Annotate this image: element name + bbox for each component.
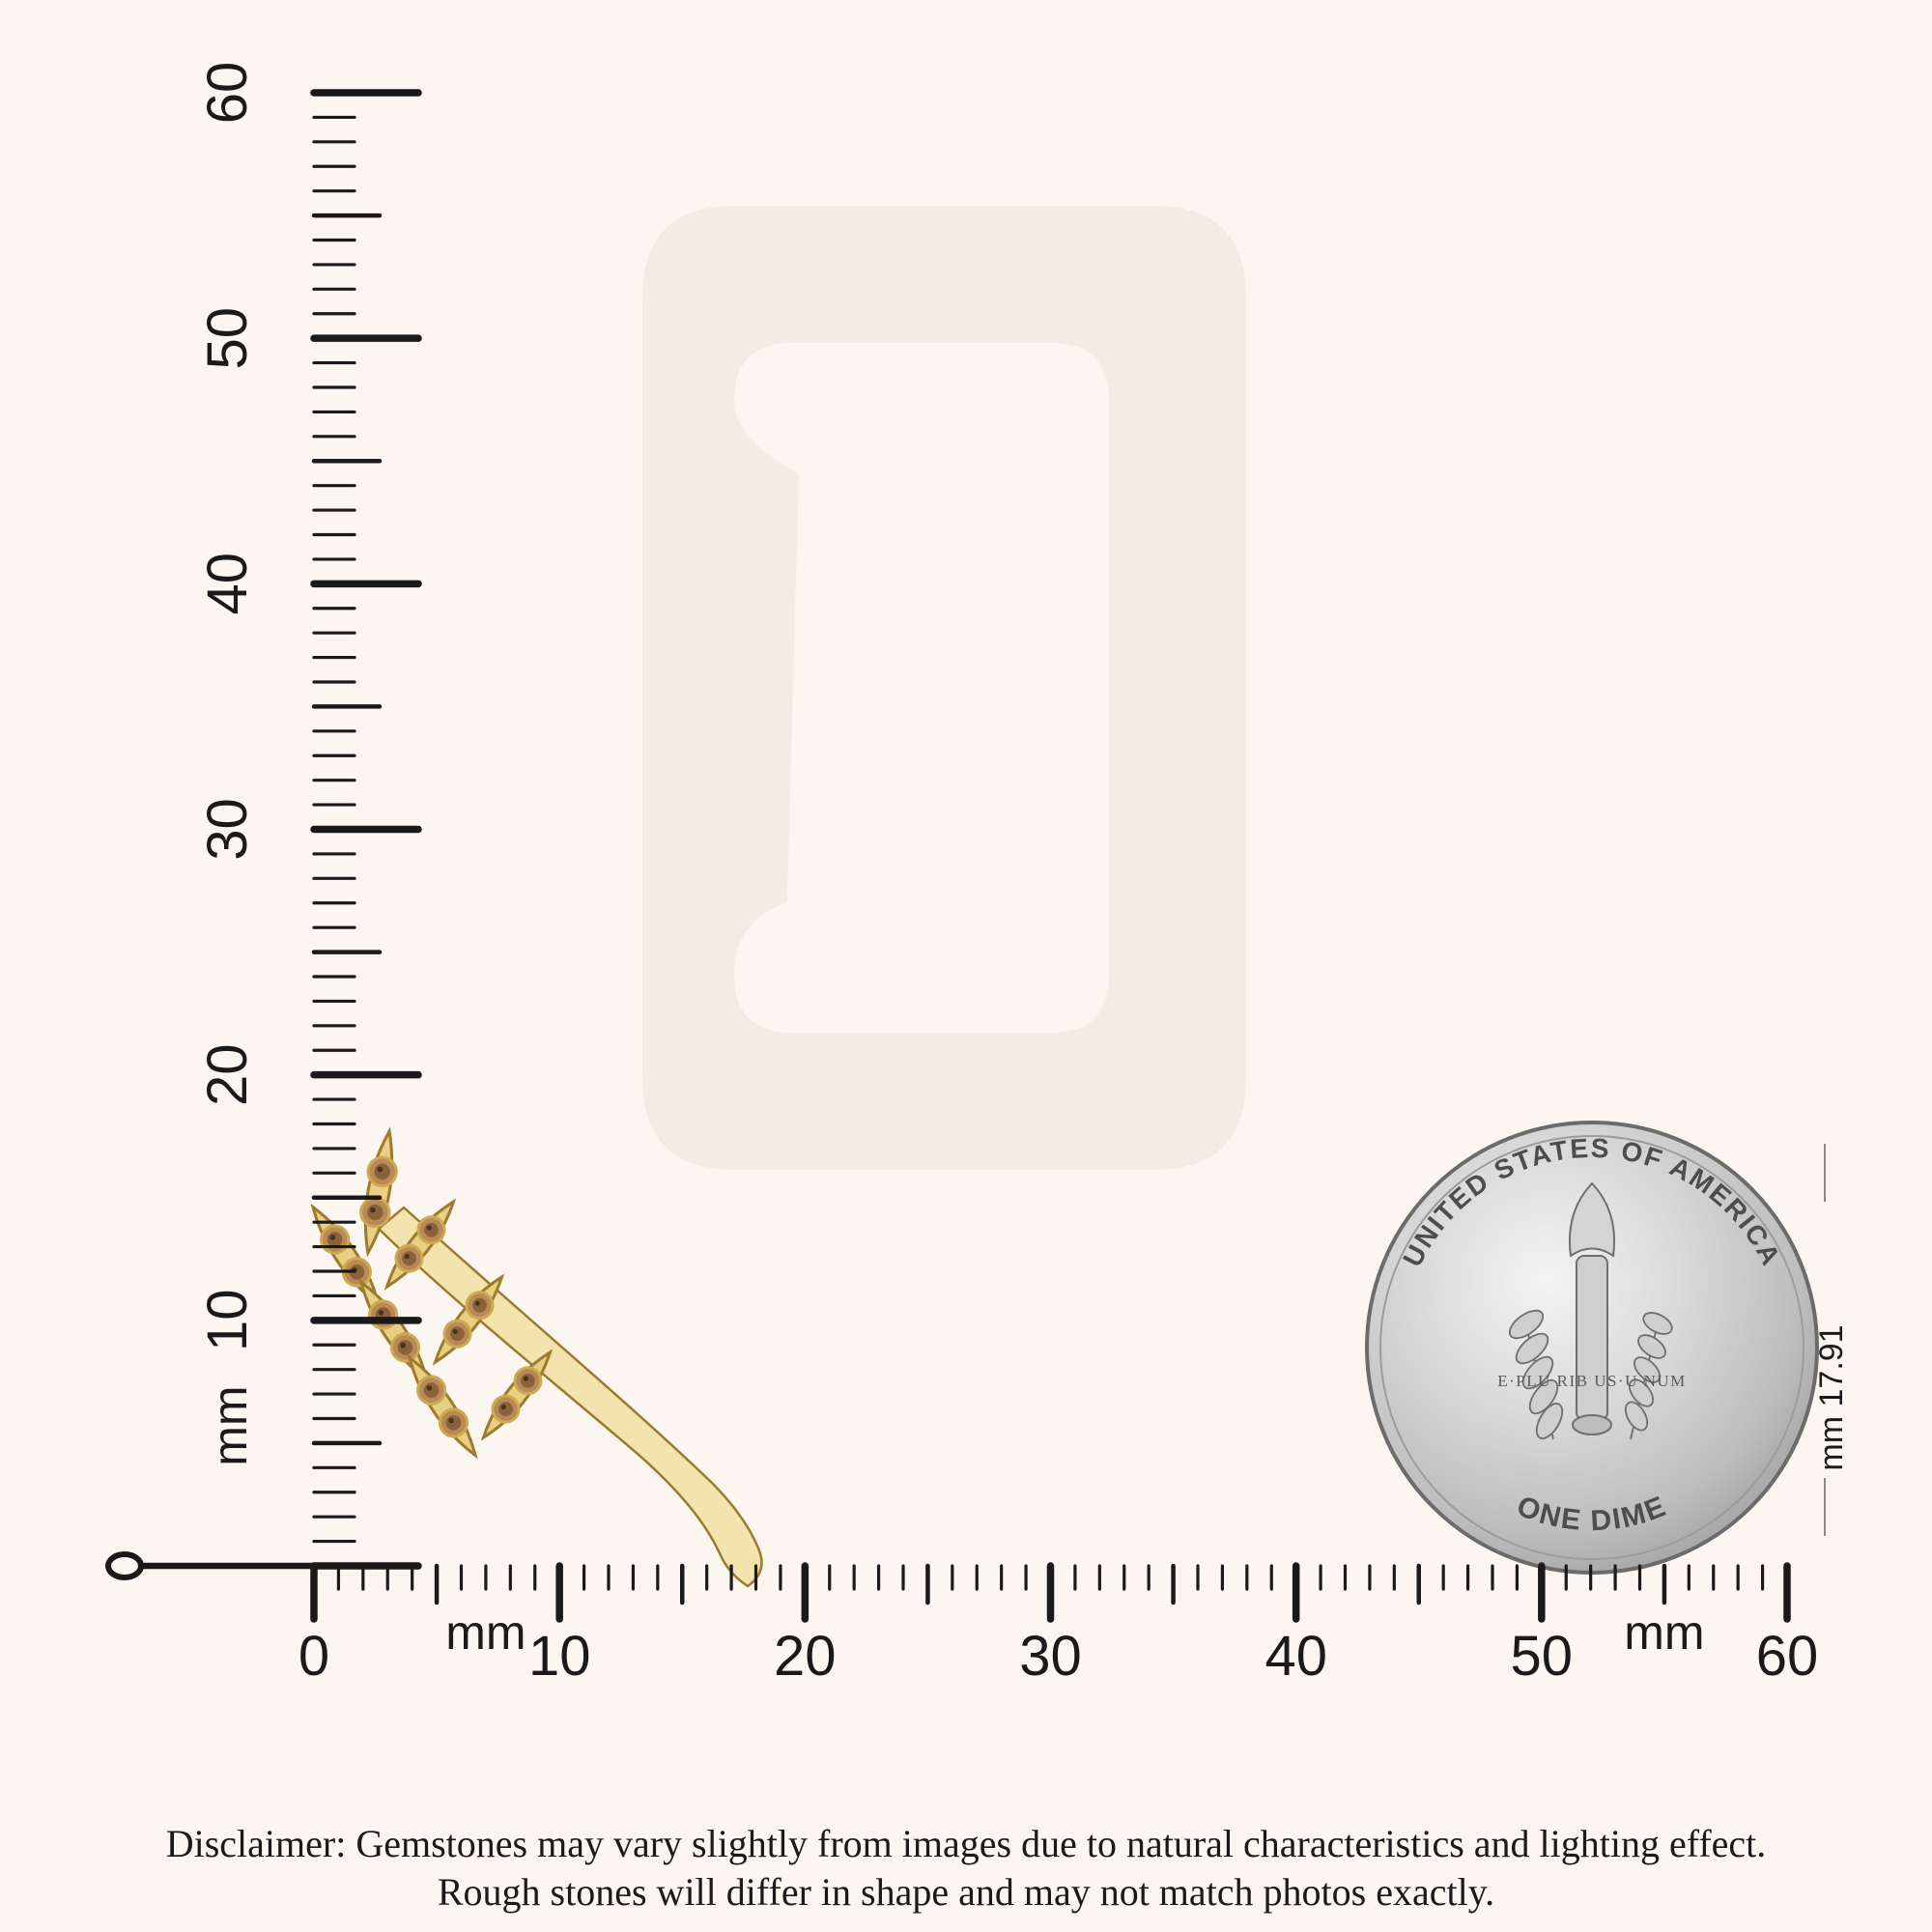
- svg-text:60: 60: [1756, 1625, 1819, 1688]
- svg-text:50: 50: [1511, 1625, 1574, 1688]
- svg-text:0: 0: [298, 1625, 329, 1688]
- svg-text:Rough stones will differ in sh: Rough stones will differ in shape and ma…: [438, 1870, 1494, 1914]
- svg-text:Disclaimer: Gemstones may vary: Disclaimer: Gemstones may vary slightly …: [166, 1822, 1767, 1865]
- svg-text:mm: mm: [203, 1385, 257, 1465]
- svg-text:30: 30: [1019, 1625, 1082, 1688]
- svg-text:40: 40: [196, 553, 259, 615]
- svg-text:E·PLU RIB US·U NUM: E·PLU RIB US·U NUM: [1497, 1372, 1687, 1390]
- svg-text:60: 60: [196, 62, 259, 125]
- svg-text:mm: mm: [445, 1605, 526, 1660]
- svg-text:20: 20: [774, 1625, 837, 1688]
- svg-text:10: 10: [528, 1625, 591, 1688]
- svg-text:20: 20: [196, 1043, 259, 1106]
- svg-text:mm: mm: [1624, 1605, 1704, 1660]
- svg-text:mm 17.91: mm 17.91: [1813, 1324, 1850, 1470]
- svg-text:40: 40: [1264, 1625, 1327, 1688]
- svg-text:10: 10: [196, 1290, 259, 1352]
- svg-text:50: 50: [196, 307, 259, 370]
- svg-text:30: 30: [196, 798, 259, 861]
